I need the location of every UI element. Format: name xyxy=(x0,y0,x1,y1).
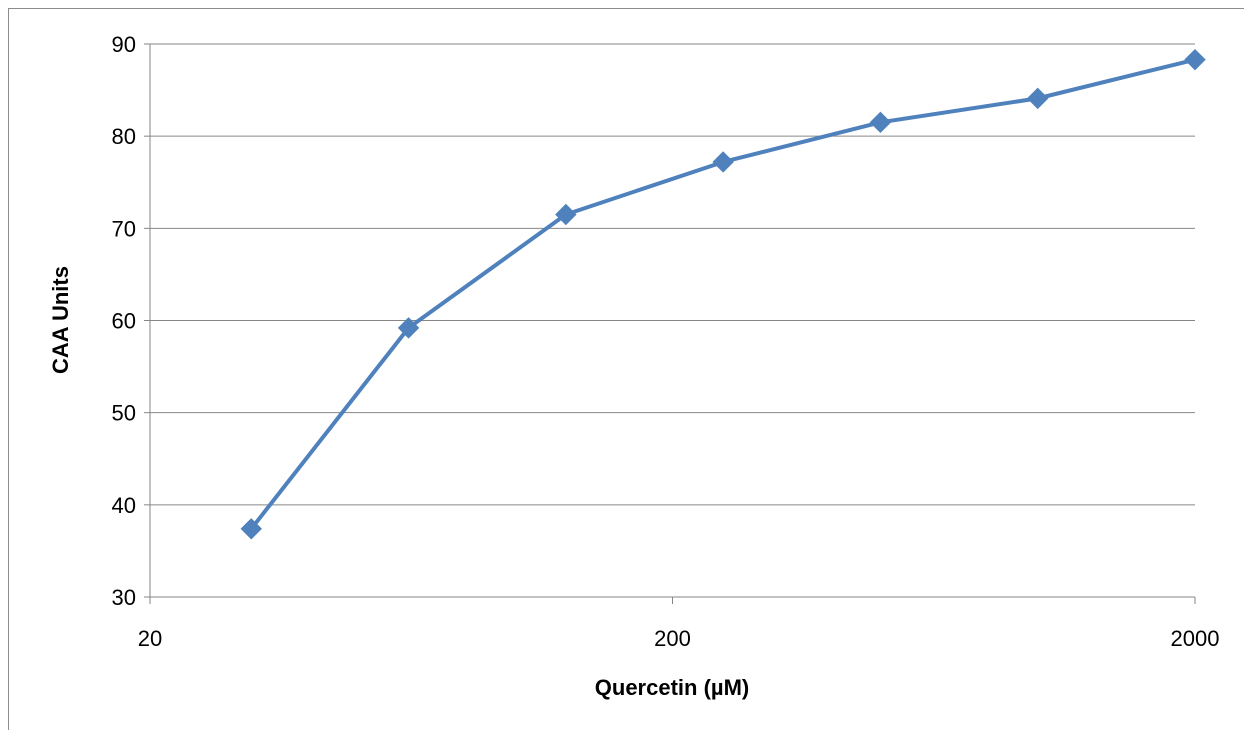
x-tick-label-20: 20 xyxy=(138,626,162,651)
y-axis-title: CAA Units xyxy=(48,266,73,374)
grid-lines xyxy=(150,43,1195,506)
data-point-0-1 xyxy=(397,317,420,339)
x-tick-labels: 20 200 2000 xyxy=(138,626,1220,651)
y-tick-labels: 30 40 50 60 70 80 90 xyxy=(112,32,136,610)
data-point-0-4 xyxy=(869,111,892,134)
y-tick-label-50: 50 xyxy=(112,401,136,426)
y-tick-label-70: 70 xyxy=(112,216,136,241)
y-tick-label-40: 40 xyxy=(112,493,136,518)
data-point-0-3 xyxy=(712,151,734,173)
data-point-0-6 xyxy=(1184,48,1206,71)
y-tick-label-30: 30 xyxy=(112,585,136,610)
chart-frame xyxy=(8,8,1244,730)
x-axis-title: Quercetin (µM) xyxy=(595,675,749,700)
data-point-0-2 xyxy=(555,203,577,226)
y-tick-label-80: 80 xyxy=(112,124,136,149)
data-point-0-0 xyxy=(240,518,262,540)
y-tick-label-90: 90 xyxy=(112,32,136,57)
y-tick-label-60: 60 xyxy=(112,309,136,334)
series-line-0 xyxy=(249,57,1197,531)
data-point-0-5 xyxy=(1027,87,1049,110)
series-group xyxy=(240,48,1206,540)
x-tick-label-2000: 2000 xyxy=(1171,626,1220,651)
axes xyxy=(144,43,1196,604)
x-tick-label-200: 200 xyxy=(654,626,691,651)
